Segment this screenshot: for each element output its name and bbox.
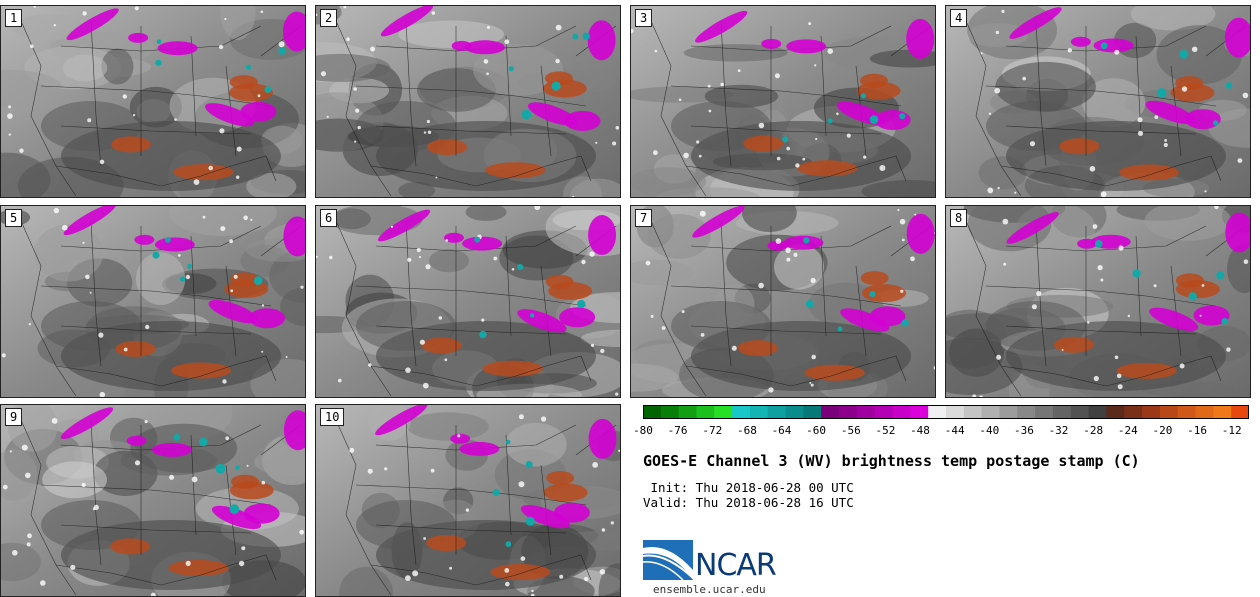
water-vapor-map — [946, 6, 1250, 197]
colorbar-segment — [981, 405, 1000, 419]
colorbar-tick-label: -16 — [1187, 424, 1208, 437]
colorbar-segment — [1035, 405, 1054, 419]
colorbar-segment — [660, 405, 680, 419]
colorbar-segment — [1159, 405, 1179, 419]
init-time: Init: Thu 2018-06-28 00 UTC — [643, 480, 854, 495]
member-number-label: 2 — [320, 9, 338, 27]
colorbar-segment — [1070, 405, 1090, 419]
water-vapor-map — [1, 206, 305, 397]
water-vapor-map — [316, 206, 620, 397]
figure-title: GOES-E Channel 3 (WV) brightness temp po… — [643, 452, 1140, 470]
colorbar-tick-label: -52 — [875, 424, 896, 437]
colorbar-segment — [1195, 405, 1214, 419]
water-vapor-map — [946, 206, 1250, 397]
water-vapor-map — [316, 405, 620, 596]
colorbar-segment — [946, 405, 965, 419]
colorbar-segment — [839, 405, 858, 419]
colorbar-tick-label: -48 — [910, 424, 930, 437]
colorbar-tick-label: -12 — [1221, 424, 1242, 437]
colorbar-tick-label: -36 — [1013, 424, 1034, 437]
colorbar-tick-label: -80 — [633, 424, 653, 437]
water-vapor-map — [1, 405, 305, 596]
valid-time: Valid: Thu 2018-06-28 16 UTC — [643, 495, 854, 510]
colorbar-tick-label: -68 — [736, 424, 757, 437]
member-number-label: 7 — [635, 209, 653, 227]
colorbar-segment — [1124, 405, 1143, 419]
colorbar-segment — [821, 405, 840, 419]
colorbar-segment — [696, 405, 715, 419]
ensemble-member-panel: 7 — [630, 205, 936, 398]
ensemble-member-panel: 4 — [945, 5, 1251, 198]
colorbar-segment — [1052, 405, 1072, 419]
colorbar-segment — [749, 405, 769, 419]
colorbar-segment — [643, 405, 662, 419]
ensemble-member-panel: 6 — [315, 205, 621, 398]
colorbar-segment — [963, 405, 983, 419]
colorbar-segment — [1231, 405, 1249, 419]
member-number-label: 5 — [5, 209, 23, 227]
colorbar-segment — [910, 405, 929, 419]
colorbar-tick-label: -20 — [1152, 424, 1173, 437]
colorbar-tick-label: -28 — [1083, 424, 1104, 437]
colorbar-segment — [1106, 405, 1125, 419]
ensemble-member-panel: 5 — [0, 205, 306, 398]
colorbar-tick-label: -56 — [840, 424, 861, 437]
colorbar-segment — [1088, 405, 1107, 419]
colorbar-tick-label: -40 — [979, 424, 1000, 437]
colorbar-segment — [803, 405, 822, 419]
colorbar-segment — [874, 405, 894, 419]
logo-url: ensemble.ucar.edu — [653, 583, 766, 596]
ensemble-member-panel: 9 — [0, 404, 306, 597]
colorbar-tick-label: -24 — [1117, 424, 1138, 437]
water-vapor-map — [631, 206, 935, 397]
colorbar-tick-label: -64 — [771, 424, 792, 437]
water-vapor-map — [316, 6, 620, 197]
ensemble-member-panel: 2 — [315, 5, 621, 198]
colorbar-segment — [732, 405, 751, 419]
member-number-label: 4 — [950, 9, 968, 27]
colorbar-tick-label: -44 — [944, 424, 965, 437]
colorbar — [643, 405, 1249, 419]
ensemble-member-panel: 10 — [315, 404, 621, 597]
ncar-logo-text: NCAR — [695, 548, 777, 583]
member-number-label: 10 — [320, 408, 345, 426]
member-number-label: 6 — [320, 209, 338, 227]
water-vapor-map — [631, 6, 935, 197]
member-number-label: 9 — [5, 408, 23, 426]
colorbar-segment — [999, 405, 1018, 419]
water-vapor-map — [1, 6, 305, 197]
colorbar-tick-label: -32 — [1048, 424, 1069, 437]
colorbar-segment — [856, 405, 876, 419]
colorbar-tick-label: -72 — [702, 424, 723, 437]
colorbar-tick-label: -60 — [806, 424, 827, 437]
colorbar-segment — [785, 405, 804, 419]
ncar-logo-icon — [643, 540, 694, 581]
colorbar-segment — [892, 405, 911, 419]
member-number-label: 8 — [950, 209, 968, 227]
colorbar-segment — [1142, 405, 1161, 419]
colorbar-segment — [1177, 405, 1197, 419]
member-number-label: 3 — [635, 9, 653, 27]
ensemble-member-panel: 8 — [945, 205, 1251, 398]
colorbar-segment — [1017, 405, 1036, 419]
colorbar-segment — [714, 405, 733, 419]
colorbar-segment — [928, 405, 947, 419]
colorbar-segment — [1213, 405, 1232, 419]
colorbar-segment — [767, 405, 787, 419]
colorbar-segment — [678, 405, 697, 419]
ensemble-member-panel: 3 — [630, 5, 936, 198]
member-number-label: 1 — [5, 9, 23, 27]
colorbar-tick-label: -76 — [667, 424, 688, 437]
ensemble-member-panel: 1 — [0, 5, 306, 198]
